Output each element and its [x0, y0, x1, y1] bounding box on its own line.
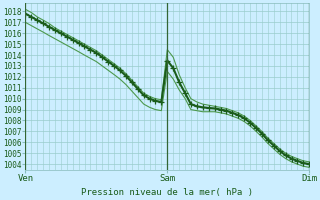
X-axis label: Pression niveau de la mer( hPa ): Pression niveau de la mer( hPa ): [81, 188, 253, 197]
